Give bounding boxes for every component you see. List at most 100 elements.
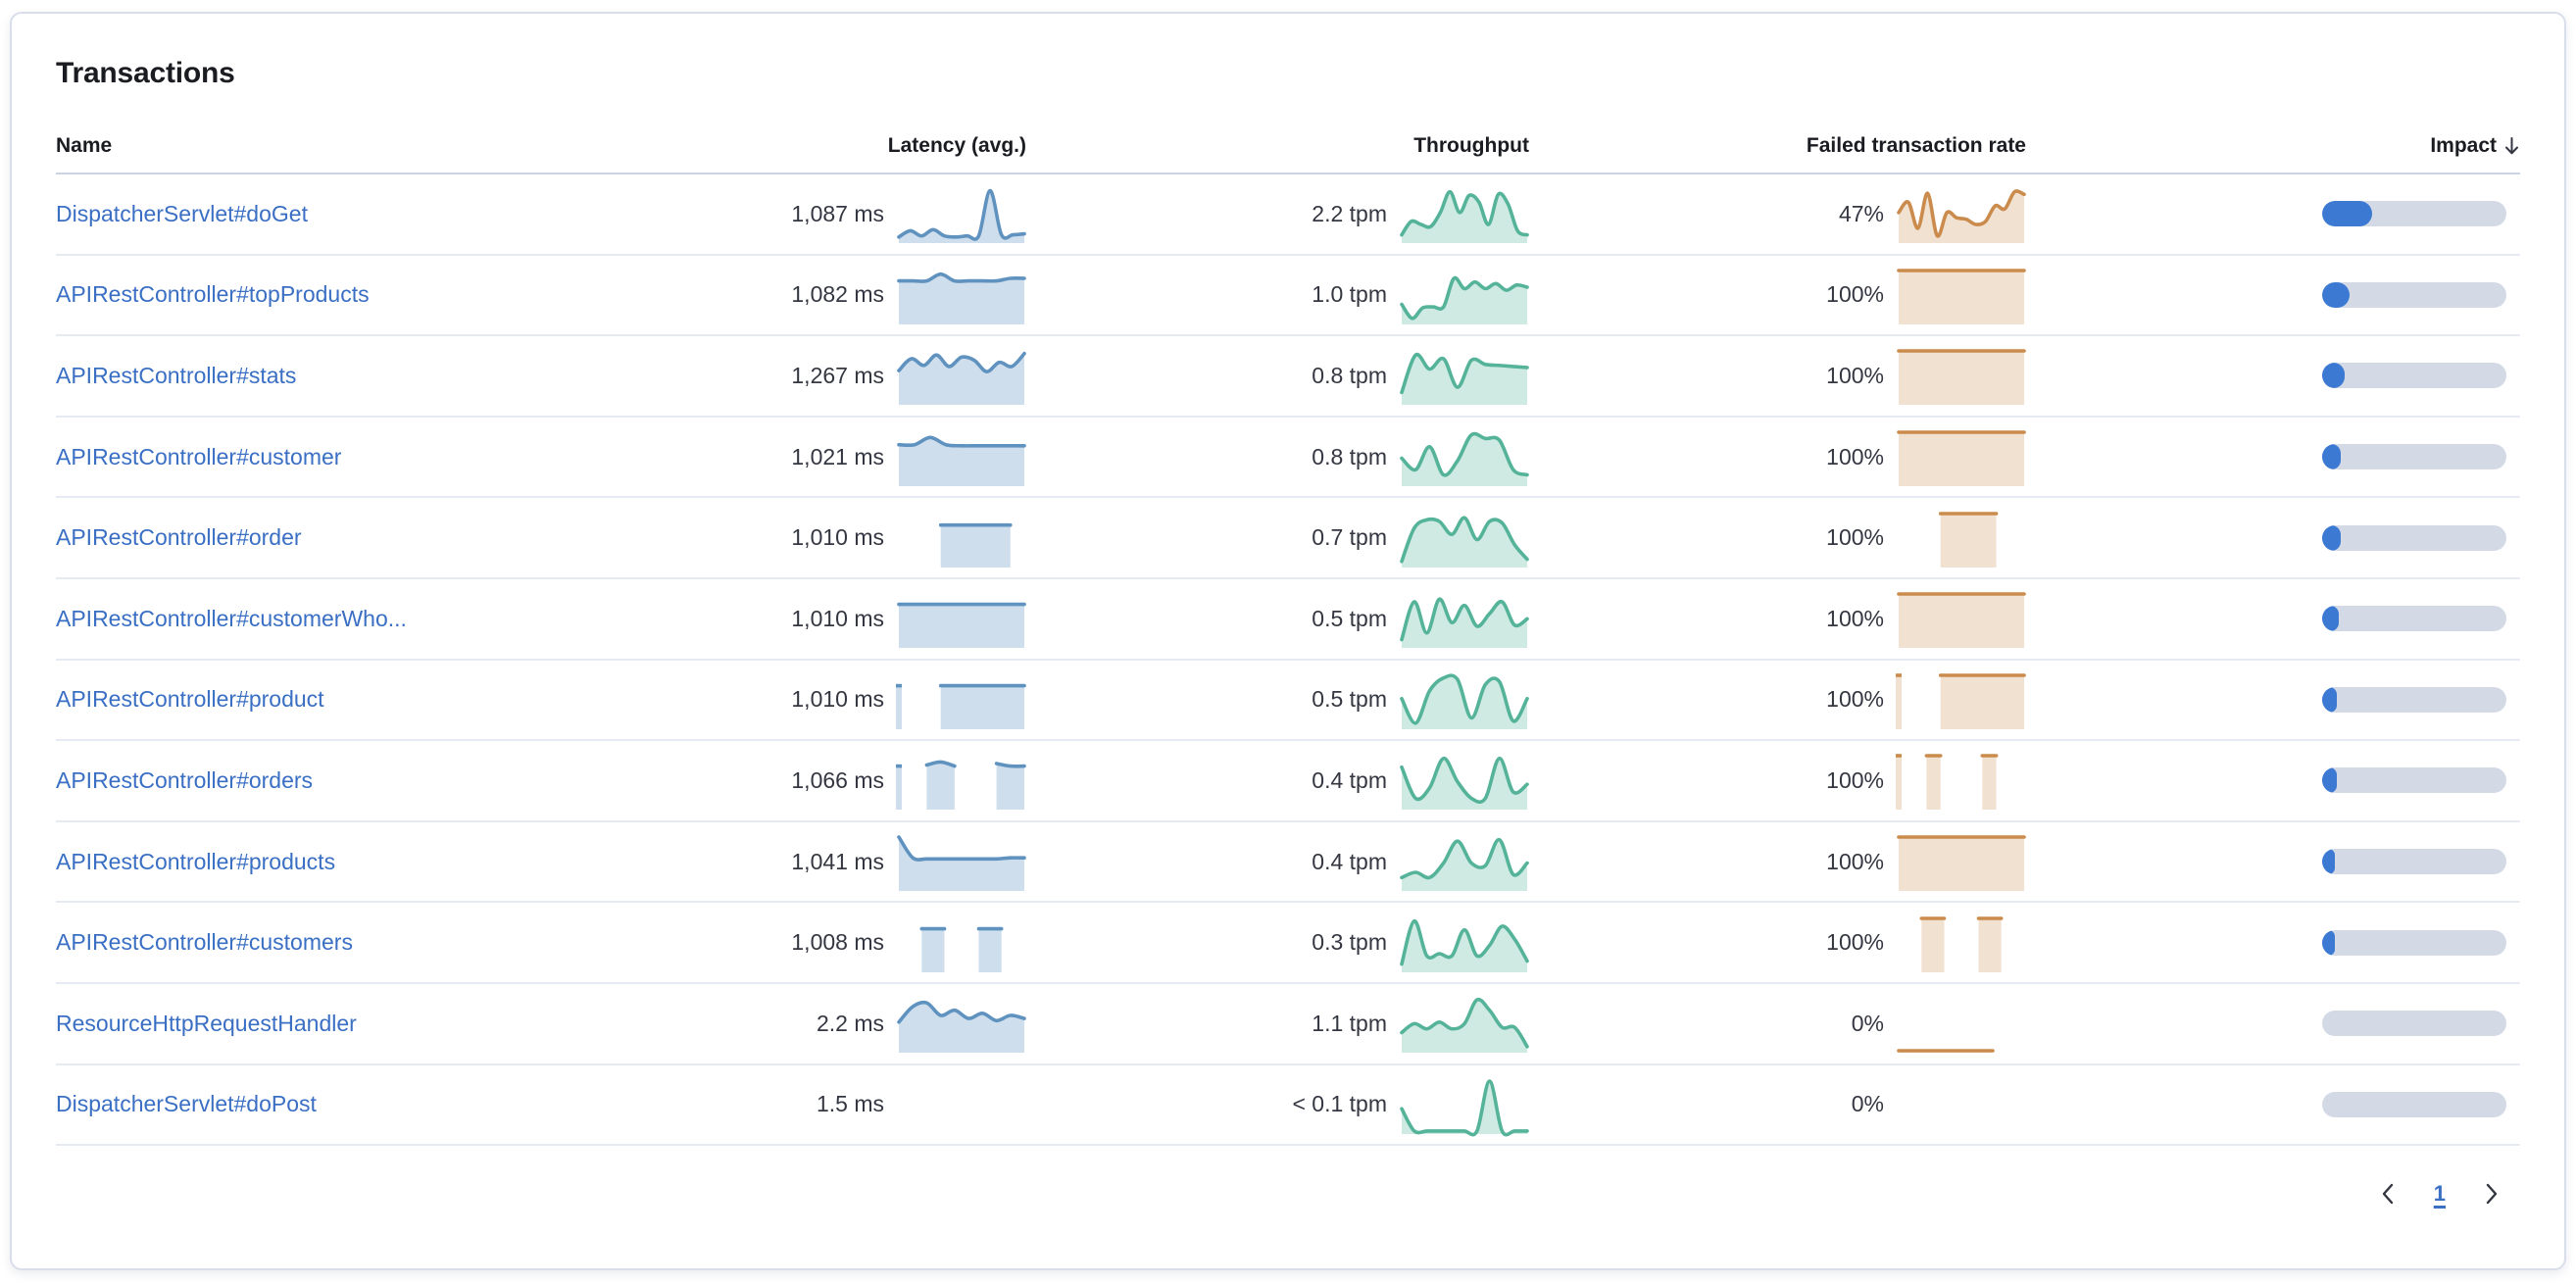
throughput-cell: 0.3 tpm — [1026, 913, 1529, 973]
latency-value: 1.5 ms — [816, 1091, 884, 1117]
throughput-value: 0.5 tpm — [1312, 605, 1387, 631]
latency-sparkline — [897, 835, 1026, 892]
latency-sparkline — [897, 272, 1026, 324]
column-header-latency[interactable]: Latency (avg.) — [887, 134, 1026, 157]
transaction-link[interactable]: APIRestController#topProducts — [56, 281, 370, 308]
transaction-link[interactable]: APIRestController#customerWho... — [56, 605, 407, 631]
failed-rate-value: 100% — [1826, 443, 1884, 469]
latency-sparkline — [896, 683, 1026, 729]
transaction-link[interactable]: APIRestController#orders — [56, 766, 314, 793]
previous-page-button[interactable] — [2371, 1177, 2404, 1210]
latency-cell: 1,082 ms — [762, 265, 1026, 325]
transaction-link[interactable]: APIRestController#customers — [56, 929, 353, 956]
impact-bar — [2322, 201, 2506, 227]
throughput-sparkline — [1400, 275, 1529, 324]
latency-sparkline — [897, 189, 1026, 244]
throughput-cell: 1.0 tpm — [1026, 265, 1529, 325]
latency-cell: 1,010 ms — [762, 508, 1026, 568]
failed-rate-value: 47% — [1838, 200, 1884, 226]
table-row: APIRestController#orders 1,066 ms 0.4 tp… — [56, 741, 2520, 822]
latency-sparkline — [897, 435, 1026, 487]
impact-bar-fill — [2322, 849, 2336, 875]
latency-value: 1,267 ms — [791, 362, 884, 388]
table-row: APIRestController#topProducts 1,082 ms 1… — [56, 256, 2520, 337]
transaction-link[interactable]: DispatcherServlet#doPost — [56, 1091, 317, 1117]
table-row: DispatcherServlet#doGet 1,087 ms 2.2 tpm… — [56, 174, 2520, 256]
latency-cell: 1,021 ms — [762, 426, 1026, 487]
table-body: DispatcherServlet#doGet 1,087 ms 2.2 tpm… — [56, 174, 2520, 1147]
transaction-link[interactable]: DispatcherServlet#doGet — [56, 200, 308, 226]
table-header-row: Name Latency (avg.) Throughput Failed tr… — [56, 90, 2520, 174]
impact-bar — [2322, 1011, 2506, 1037]
impact-bar-fill — [2322, 929, 2336, 956]
next-page-button[interactable] — [2475, 1177, 2508, 1210]
name-cell: APIRestController#orders — [56, 767, 762, 794]
name-cell: APIRestController#customer — [56, 444, 762, 470]
table-row: APIRestController#customers 1,008 ms 0.3… — [56, 903, 2520, 984]
throughput-value: 0.4 tpm — [1312, 766, 1387, 793]
impact-bar-fill — [2322, 686, 2338, 713]
chevron-right-icon — [2486, 1183, 2498, 1205]
impact-bar-fill — [2322, 201, 2372, 227]
latency-value: 1,087 ms — [791, 200, 884, 226]
name-cell: APIRestController#customers — [56, 929, 762, 956]
failed-rate-value: 100% — [1826, 686, 1884, 713]
transaction-link[interactable]: APIRestController#order — [56, 524, 302, 551]
latency-value: 1,008 ms — [791, 929, 884, 956]
column-header-impact[interactable]: Impact — [2026, 134, 2520, 158]
failed-rate-value: 0% — [1851, 1091, 1884, 1117]
impact-cell — [2026, 444, 2520, 470]
impact-bar — [2322, 444, 2506, 470]
failed-rate-sparkline — [1897, 189, 2026, 244]
failed-rate-sparkline — [1897, 835, 2026, 892]
table-row: APIRestController#product 1,010 ms 0.5 t… — [56, 661, 2520, 742]
failed-rate-cell: 47% — [1529, 183, 2026, 244]
impact-cell — [2026, 201, 2520, 227]
failed-rate-sparkline — [1896, 754, 1999, 811]
throughput-cell: 0.8 tpm — [1026, 345, 1529, 406]
failed-rate-cell: 100% — [1529, 265, 2026, 325]
latency-value: 1,010 ms — [791, 524, 884, 551]
failed-rate-value: 100% — [1826, 281, 1884, 308]
transaction-link[interactable]: APIRestController#product — [56, 686, 324, 713]
latency-value: 1,010 ms — [791, 605, 884, 631]
column-header-impact-label: Impact — [2430, 134, 2497, 157]
impact-bar-fill — [2322, 281, 2351, 308]
latency-cell: 1,066 ms — [762, 750, 1026, 811]
latency-sparkline — [897, 352, 1026, 406]
impact-bar — [2322, 606, 2506, 632]
throughput-sparkline — [1400, 837, 1529, 892]
throughput-value: 0.5 tpm — [1312, 686, 1387, 713]
table-row: APIRestController#customerWho... 1,010 m… — [56, 579, 2520, 661]
name-cell: DispatcherServlet#doGet — [56, 201, 762, 227]
name-cell: APIRestController#products — [56, 849, 762, 875]
impact-bar-fill — [2322, 444, 2341, 470]
page-number-1[interactable]: 1 — [2433, 1181, 2446, 1207]
latency-cell: 1,267 ms — [762, 345, 1026, 406]
failed-rate-sparkline — [1897, 592, 2026, 649]
throughput-cell: 0.7 tpm — [1026, 508, 1529, 568]
transaction-link[interactable]: APIRestController#customer — [56, 443, 342, 469]
latency-sparkline — [896, 761, 1026, 811]
throughput-sparkline — [1400, 1079, 1529, 1137]
impact-bar — [2322, 524, 2506, 551]
column-header-throughput[interactable]: Throughput — [1413, 134, 1529, 157]
failed-rate-cell: 100% — [1529, 913, 2026, 973]
transaction-link[interactable]: APIRestController#stats — [56, 362, 297, 388]
table-row: APIRestController#customer 1,021 ms 0.8 … — [56, 418, 2520, 499]
column-header-name[interactable]: Name — [56, 134, 113, 157]
impact-cell — [2026, 849, 2520, 875]
throughput-value: 1.0 tpm — [1312, 281, 1387, 308]
impact-bar — [2322, 363, 2506, 389]
failed-rate-cell: 100% — [1529, 831, 2026, 892]
latency-sparkline — [938, 522, 1013, 568]
transaction-link[interactable]: APIRestController#products — [56, 848, 336, 874]
failed-rate-sparkline — [1897, 430, 2026, 487]
throughput-sparkline — [1400, 998, 1529, 1054]
column-header-failed-rate[interactable]: Failed transaction rate — [1806, 134, 2026, 157]
transaction-link[interactable]: ResourceHttpRequestHandler — [56, 1010, 357, 1036]
failed-rate-value: 100% — [1826, 848, 1884, 874]
name-cell: APIRestController#customerWho... — [56, 606, 762, 632]
latency-sparkline — [919, 926, 1004, 972]
throughput-cell: 2.2 tpm — [1026, 183, 1529, 244]
